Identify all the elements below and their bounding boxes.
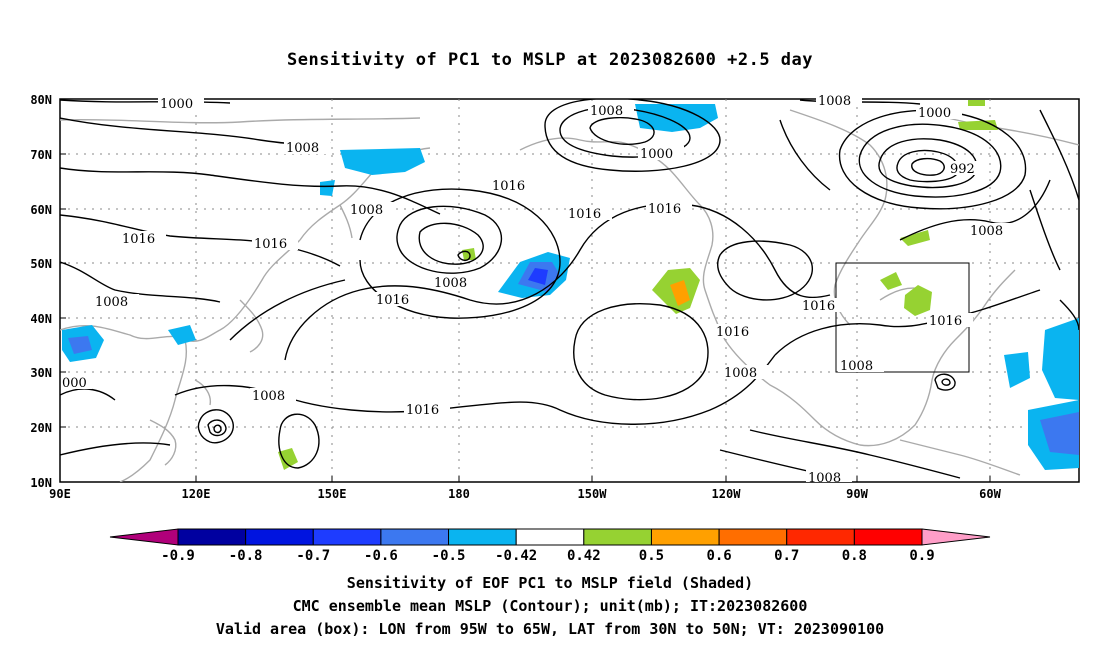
colorbar-labels: -0.9 -0.8 -0.7 -0.6 -0.5 -0.42 0.42 0.5 0.6 0.7 0.…: [161, 548, 935, 564]
colorbar-label: -0.5: [432, 548, 466, 564]
contour-label: 1008: [286, 141, 319, 156]
lon-tick-label: 90E: [49, 487, 71, 501]
lat-tick-label: 20N: [30, 421, 52, 435]
contour-label: 1016: [492, 179, 525, 194]
lon-tick-label: 150W: [578, 487, 608, 501]
contour-label: 1000: [640, 147, 673, 162]
lon-tick-label: 60W: [979, 487, 1001, 501]
contour-label: 1008: [818, 94, 851, 109]
lat-tick-label: 30N: [30, 366, 52, 380]
lon-axis-labels: 90E 120E 150E 180 150W 120W 90W 60W: [49, 487, 1001, 501]
shaded-negative-regions: [62, 104, 1079, 470]
colorbar-swatch: [786, 528, 855, 546]
contour-label: 1016: [716, 325, 749, 340]
colorbar-swatch: [718, 528, 788, 546]
caption-shading: Sensitivity of EOF PC1 to MSLP field (Sh…: [346, 574, 754, 592]
shaded-positive-regions: [278, 100, 998, 470]
contour-label: 1008: [252, 389, 285, 404]
contour-label: 1016: [122, 232, 155, 247]
lat-tick-label: 80N: [30, 93, 52, 107]
colorbar-label: 0.7: [774, 548, 799, 564]
lat-tick-label: 70N: [30, 148, 52, 162]
lat-tick-label: 50N: [30, 257, 52, 271]
colorbar-swatch: [448, 528, 517, 546]
colorbar-swatch: [921, 528, 991, 546]
contour-label: 1016: [648, 202, 681, 217]
contour-label: 1016: [929, 314, 962, 329]
colorbar-swatch: [515, 528, 585, 546]
contour-label: 992: [950, 162, 975, 177]
colorbar-swatch: [583, 528, 652, 546]
contour-label: 1016: [568, 207, 601, 222]
contour-label: 1008: [808, 471, 841, 486]
lat-tick-label: 10N: [30, 476, 52, 490]
colorbar-swatch: [312, 528, 382, 546]
contour-label: 1000: [918, 106, 951, 121]
colorbar-label: 0.6: [706, 548, 731, 564]
colorbar-label: 0.8: [842, 548, 867, 564]
contour-labels: 1000 1008 1008 1000 1008 1000 992 1016 1…: [62, 93, 1014, 486]
chart-title: Sensitivity of PC1 to MSLP at 2023082600…: [286, 50, 813, 70]
colorbar-label: 0.9: [909, 548, 934, 564]
lon-tick-label: 120W: [712, 487, 742, 501]
caption-contour: CMC ensemble mean MSLP (Contour); unit(m…: [292, 597, 808, 615]
colorbar-label: -0.6: [364, 548, 398, 564]
contour-label: 1008: [590, 104, 623, 119]
lat-tick-label: 60N: [30, 203, 52, 217]
colorbar-swatch: [853, 528, 923, 546]
lon-tick-label: 120E: [182, 487, 211, 501]
shade-arctic-north-pacific: [635, 104, 718, 132]
contour-label: 1016: [406, 403, 439, 418]
colorbar: [109, 528, 991, 546]
contour-label: 000: [62, 376, 87, 391]
colorbar-swatch: [245, 528, 314, 546]
colorbar-swatch: [650, 528, 720, 546]
contour-label: 1008: [724, 366, 757, 381]
contour-label: 1000: [160, 97, 193, 112]
colorbar-label: -0.7: [296, 548, 330, 564]
colorbar-swatch: [380, 528, 450, 546]
axis-ticks: [60, 98, 991, 483]
map-frame: [59, 98, 1080, 483]
contour-label: 1008: [434, 276, 467, 291]
shade-great-lakes: [904, 285, 932, 316]
contour-label: 1008: [840, 359, 873, 374]
colorbar-label: -0.42: [495, 548, 537, 564]
colorbar-label: -0.8: [229, 548, 263, 564]
contour-label: 1008: [350, 203, 383, 218]
lon-tick-label: 90W: [846, 487, 868, 501]
colorbar-swatch: [177, 528, 247, 546]
lat-axis-labels: 80N 70N 60N 50N 40N 30N 20N 10N: [30, 93, 52, 490]
colorbar-swatch: [109, 528, 179, 546]
caption-valid-area: Valid area (box): LON from 95W to 65W, L…: [215, 620, 885, 638]
contour-label: 1016: [254, 237, 287, 252]
colorbar-label: 0.5: [639, 548, 664, 564]
colorbar-label: -0.9: [161, 548, 195, 564]
shade-bering-region: [340, 148, 425, 175]
colorbar-label: 0.42: [567, 548, 601, 564]
contour-label: 1008: [970, 224, 1003, 239]
lon-tick-label: 150E: [318, 487, 347, 501]
contour-label: 1016: [802, 299, 835, 314]
contour-label: 1008: [95, 295, 128, 310]
lon-tick-label: 180: [448, 487, 470, 501]
lat-tick-label: 40N: [30, 312, 52, 326]
contour-label: 1016: [376, 293, 409, 308]
